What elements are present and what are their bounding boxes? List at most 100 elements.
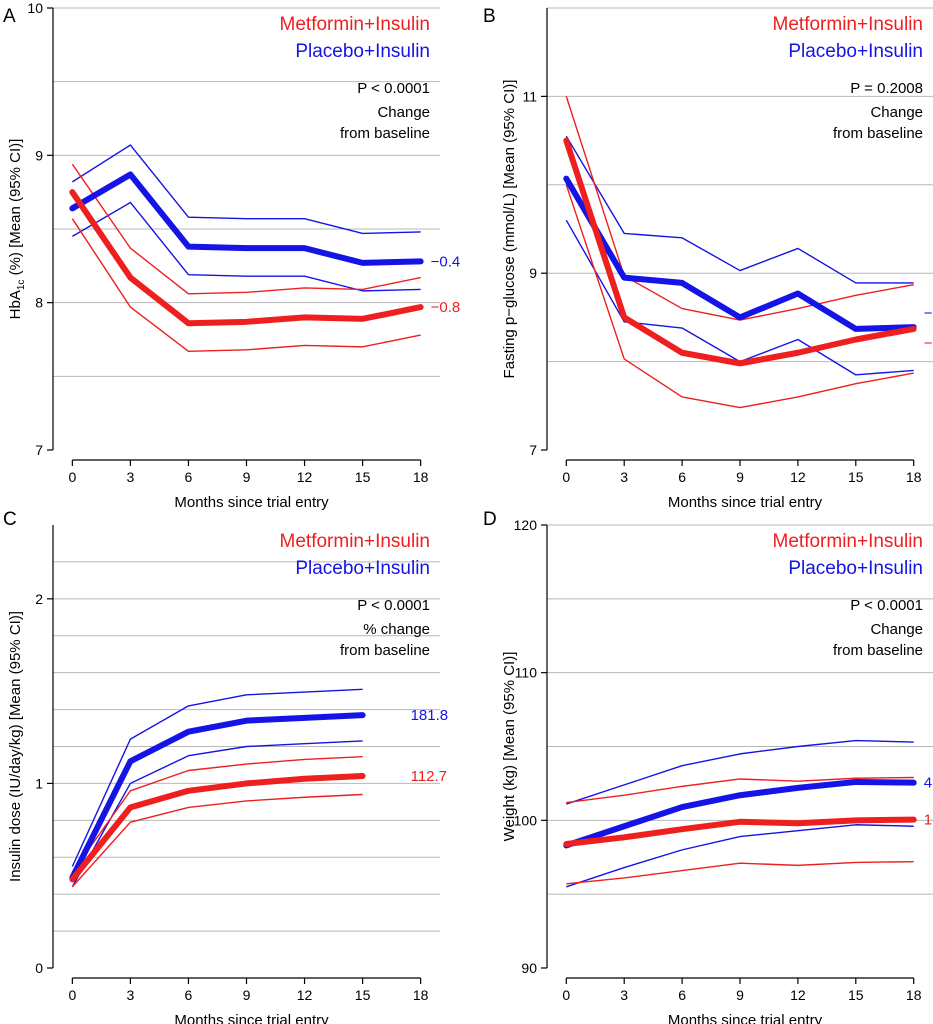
y-tick-label: 9 [35,147,43,163]
y-tick-label: 1 [35,775,43,791]
legend-entry: Placebo+Insulin [788,41,923,62]
y-tick-label: 7 [529,442,537,458]
legend-entry: Metformin+Insulin [773,531,923,552]
change-note-text: % change [363,621,430,638]
y-axis-label-rest: (%) [Mean (95% CI)] [7,139,24,280]
x-tick-label: 9 [736,469,744,485]
metformin-ci-upper-line [566,776,914,804]
x-tick-label: 18 [906,469,922,485]
y-tick-label: 7 [35,442,43,458]
placebo-ci-upper-line [566,739,914,805]
y-tick-label: 90 [521,960,537,976]
x-tick-label: 15 [848,469,864,485]
x-tick-label: 18 [413,469,429,485]
panel-letter: A [3,6,16,27]
change-note-text: from baseline [833,125,923,142]
x-tick-label: 15 [848,987,864,1003]
change-note-text: Change [870,621,923,638]
panel-letter: B [483,6,496,27]
panel-b: 7 9 11 0 3 6 9 12 15 18 Months since trial entry Fa… [483,6,933,511]
metformin-end-label: −0.8 [431,299,461,316]
p-value-text: P = 0.2008 [850,80,923,97]
metformin-ci-upper-line [71,755,363,873]
metformin-ci-upper-line [71,163,421,295]
y-axis-label-main: Weight (kg) [Mean (95% CI)] [501,652,518,842]
x-tick-label: 0 [68,469,76,485]
panel-letter: C [3,509,17,530]
placebo-ci-upper-line [565,135,914,284]
metformin-mean-line [69,189,424,327]
metformin-mean-line [563,137,917,367]
x-tick-label: 0 [562,469,570,485]
metformin-ci-lower-line [566,860,914,885]
metformin-mean-line [69,773,366,883]
p-value-text: P < 0.0001 [357,80,430,97]
placebo-mean-line [69,712,366,881]
change-note-text: from baseline [340,125,430,142]
placebo-mean-line [69,171,424,266]
x-tick-label: 15 [355,469,371,485]
x-tick-label: 3 [127,987,135,1003]
y-tick-label: 11 [522,88,537,104]
y-axis-label-main: HbA [7,290,24,319]
x-tick-label: 0 [562,987,570,1003]
y-tick-label: 100 [514,812,538,828]
y-axis-label: HbA1c (%) [Mean (95% CI)] [7,139,27,320]
x-tick-label: 15 [355,987,371,1003]
placebo-mean-line [563,175,917,332]
p-value-text: P < 0.0001 [357,597,430,614]
placebo-mean-line [563,778,917,849]
metformin-end-label: 112.7 [411,768,447,785]
placebo-end-label: −0.4 [431,253,461,270]
legend-entry: Metformin+Insulin [773,14,923,35]
y-tick-label: 0 [35,960,43,976]
metformin-end-label: 1.6 [924,812,933,829]
y-tick-label: 120 [514,517,538,533]
x-tick-label: 0 [68,987,76,1003]
x-tick-label: 9 [243,987,251,1003]
x-tick-label: 18 [906,987,922,1003]
y-tick-label: 2 [35,591,43,607]
metformin-end-label: −2.1 [924,335,933,352]
legend-entry: Placebo+Insulin [295,41,430,62]
change-note-text: from baseline [340,642,430,659]
placebo-ci-upper-line [71,688,363,867]
x-axis-label: Months since trial entry [668,494,823,511]
legend-entry: Metformin+Insulin [280,531,430,552]
placebo-end-label: −1.7 [924,305,933,322]
metformin-ci-lower-line [71,218,421,352]
change-note-text: Change [870,104,923,121]
y-axis-label-main: Fasting p−glucose (mmol/L) [Mean (95% CI… [501,80,518,379]
legend-entry: Placebo+Insulin [295,558,430,579]
metformin-ci-lower-line [71,793,363,888]
y-tick-label: 8 [35,295,43,311]
placebo-ci-upper-line [71,144,421,235]
x-tick-label: 3 [127,469,135,485]
y-tick-label: 110 [515,665,538,681]
y-axis-label: Weight (kg) [Mean (95% CI)] [501,652,518,842]
x-tick-label: 12 [297,469,313,485]
x-tick-label: 12 [790,987,806,1003]
p-value-text: P < 0.0001 [850,597,923,614]
legend-entry: Metformin+Insulin [280,14,430,35]
placebo-end-label: 4.1 [924,775,933,792]
placebo-end-label: 181.8 [411,707,449,724]
panel-a: 7 8 9 10 0 3 6 9 12 15 18 Months since trial entry H… [3,0,460,511]
x-tick-label: 18 [413,987,429,1003]
x-tick-label: 9 [243,469,251,485]
x-tick-label: 9 [736,987,744,1003]
placebo-ci-lower-line [71,201,421,292]
x-tick-label: 12 [297,987,313,1003]
x-tick-label: 6 [185,987,193,1003]
panel-d: 90 100 110 120 0 3 6 9 12 15 18 Months since trial … [483,509,933,1024]
y-tick-label: 10 [27,0,43,16]
x-axis-label: Months since trial entry [174,494,329,511]
x-tick-label: 3 [620,987,628,1003]
x-tick-label: 3 [620,469,628,485]
panel-letter: D [483,509,497,530]
metformin-mean-line [563,816,917,847]
placebo-ci-lower-line [566,824,914,888]
x-axis-label: Months since trial entry [668,1012,823,1024]
